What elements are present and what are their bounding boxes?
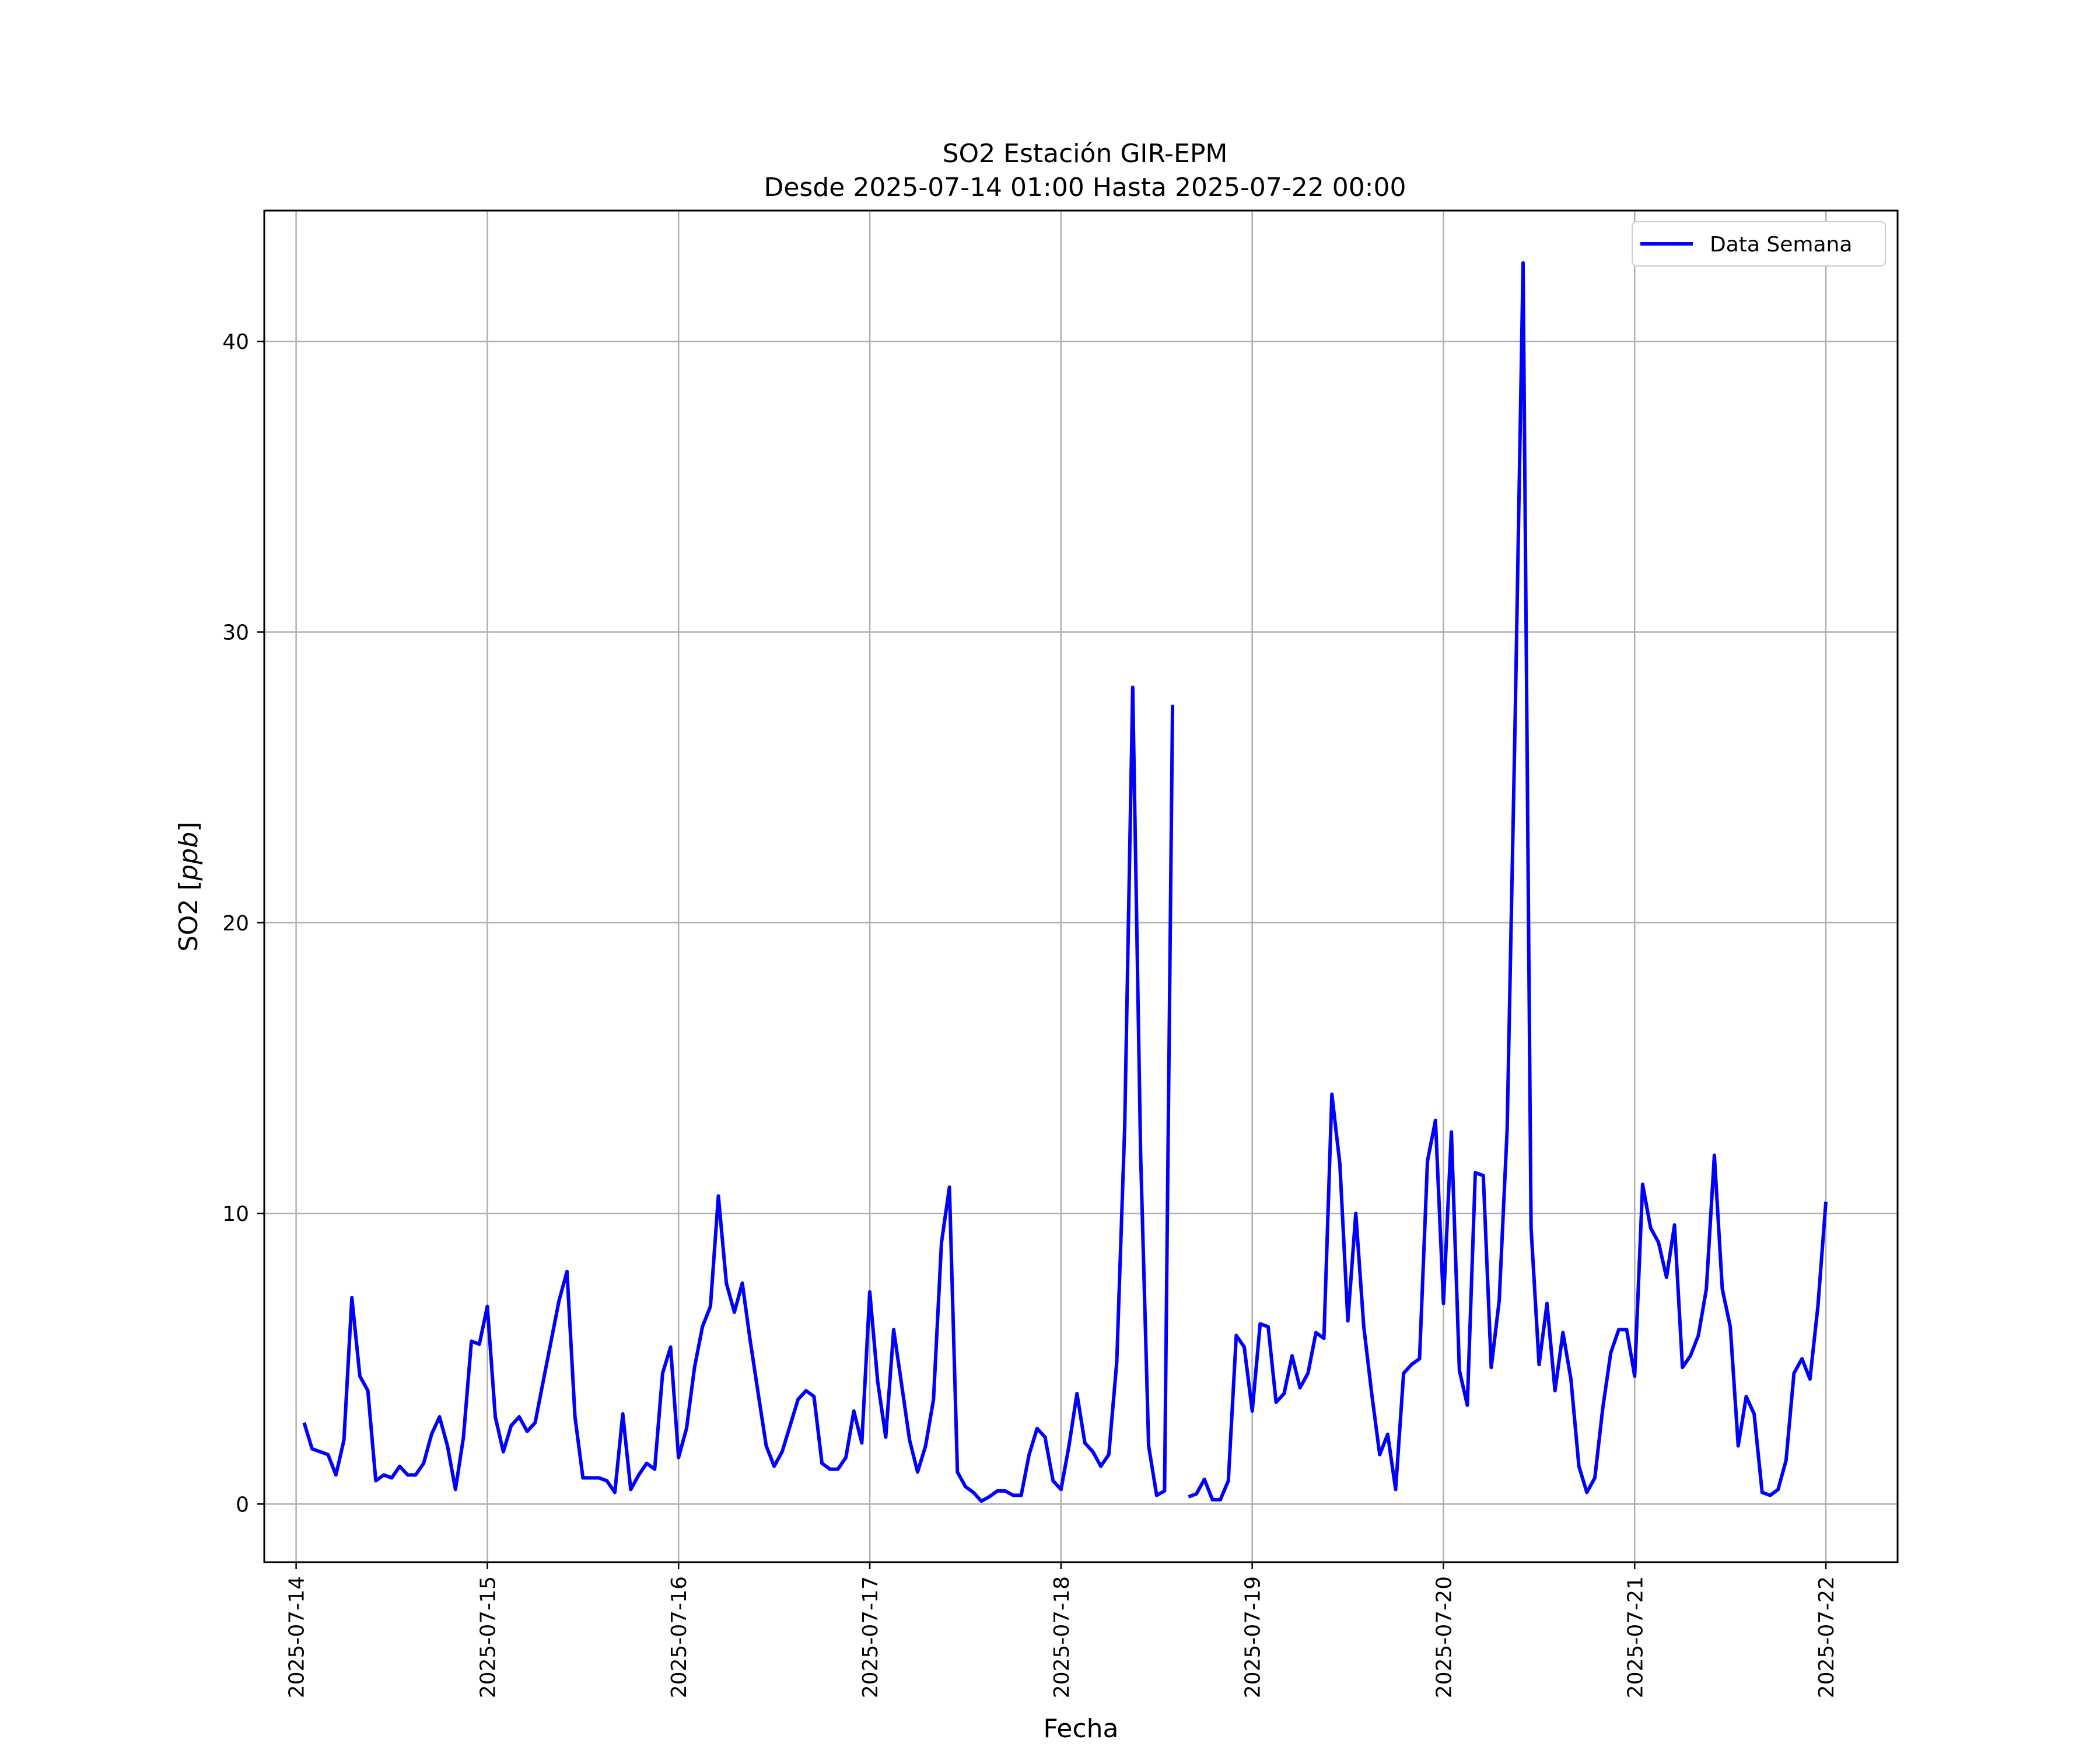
series-lines — [302, 261, 1828, 1503]
y-axis-label-quantity: SO2 [ — [174, 881, 204, 952]
legend-label: Data Semana — [1710, 233, 1852, 257]
y-axis-label-unit: ppb — [174, 832, 204, 881]
y-axis-label: SO2 [ppb] — [174, 822, 204, 952]
y-tick-label: 0 — [236, 1493, 249, 1517]
series-line-segment — [1188, 261, 1828, 1502]
chart-title: SO2 Estación GIR-EPM — [943, 139, 1228, 169]
x-tick-label: 2025-07-15 — [476, 1576, 500, 1698]
x-tick-label: 2025-07-14 — [285, 1576, 309, 1698]
x-axis-ticks: 2025-07-14 2025-07-15 2025-07-16 2025-07-17… — [285, 1562, 1839, 1698]
grid-lines — [264, 211, 1898, 1562]
x-tick-label: 2025-07-20 — [1432, 1576, 1456, 1698]
x-tick-label: 2025-07-22 — [1815, 1576, 1839, 1698]
plot-frame — [263, 209, 1899, 1563]
x-tick-label: 2025-07-16 — [667, 1576, 691, 1698]
y-tick-label: 20 — [222, 912, 249, 936]
y-tick-label: 30 — [222, 621, 249, 645]
x-axis-label: Fecha — [1043, 1714, 1118, 1744]
chart-subtitle: Desde 2025-07-14 01:00 Hasta 2025-07-22 … — [764, 173, 1406, 202]
legend-box — [1632, 221, 1886, 267]
legend: Data Semana — [1632, 221, 1886, 267]
x-tick-label: 2025-07-19 — [1241, 1576, 1265, 1698]
x-tick-label: 2025-07-21 — [1623, 1576, 1647, 1698]
y-tick-label: 40 — [222, 330, 249, 354]
y-axis-ticks: 0 10 20 30 40 — [222, 330, 264, 1517]
y-tick-label: 10 — [222, 1202, 249, 1226]
x-tick-label: 2025-07-18 — [1050, 1576, 1074, 1698]
series-line-segment — [302, 685, 1175, 1503]
y-axis-label-close: ] — [174, 822, 204, 832]
x-tick-label: 2025-07-17 — [859, 1576, 883, 1698]
